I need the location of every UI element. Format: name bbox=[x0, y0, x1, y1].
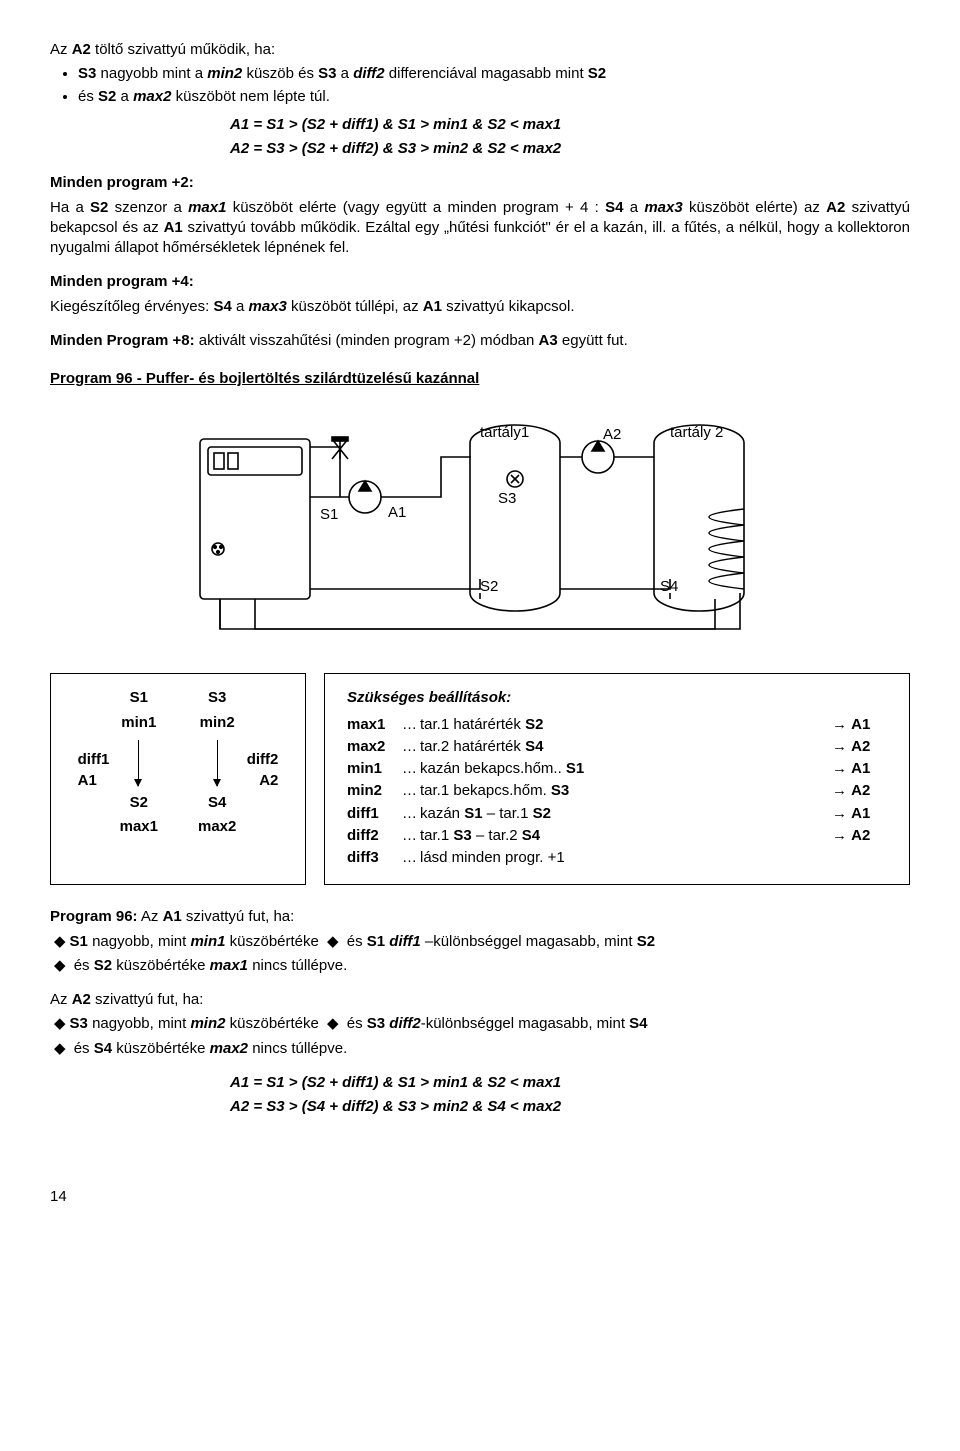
svg-text:A1: A1 bbox=[388, 504, 406, 521]
arrow-col-2: S3 min2 diff2 A2 S4 max2 bbox=[198, 688, 236, 870]
settings-row: max2…tar.2 határérték S4→ A2 bbox=[347, 737, 887, 757]
prog96-a1-line1: ◆S1 nagyobb, mint min1 küszöbértéke ◆ és… bbox=[50, 932, 910, 952]
label: S4 bbox=[208, 793, 226, 813]
equation-2: A2 = S3 > (S2 + diff2) & S3 > min2 & S2 … bbox=[230, 139, 910, 159]
intro-line: Az A2 töltő szivattyú működik, ha: bbox=[50, 40, 910, 60]
label: S1 bbox=[130, 688, 148, 708]
settings-box: Szükséges beállítások: max1…tar.1 határé… bbox=[324, 673, 910, 885]
svg-text:S4: S4 bbox=[660, 578, 678, 595]
prog96-a1-heading: Program 96: Az A1 szivattyú fut, ha: bbox=[50, 907, 910, 927]
label: min2 bbox=[200, 713, 235, 733]
settings-row: min2…tar.1 bekapcs.hőm. S3→ A2 bbox=[347, 781, 887, 801]
label: S2 bbox=[130, 793, 148, 813]
svg-text:A2: A2 bbox=[603, 426, 621, 443]
label: S3 bbox=[208, 688, 226, 708]
equation-4: A2 = S3 > (S4 + diff2) & S3 > min2 & S4 … bbox=[230, 1097, 910, 1117]
svg-text:S3: S3 bbox=[498, 490, 516, 507]
settings-row: max1…tar.1 határérték S2→ A1 bbox=[347, 715, 887, 735]
svg-text:S1: S1 bbox=[320, 506, 338, 523]
svg-text:tartály 2: tartály 2 bbox=[670, 424, 723, 441]
label: min1 bbox=[121, 713, 156, 733]
settings-boxes: S1 min1 diff1 A1 S2 max1 S3 min2 diff2 A… bbox=[50, 673, 910, 885]
prog96-a2-line2: ◆ és S4 küszöbértéke max2 nincs túllépve… bbox=[50, 1039, 910, 1059]
label: A2 bbox=[247, 771, 279, 791]
svg-text:S2: S2 bbox=[480, 578, 498, 595]
label: diff2 bbox=[247, 750, 279, 770]
prog96-a1-line2: ◆ és S2 küszöbértéke max1 nincs túllépve… bbox=[50, 956, 910, 976]
arrow-down-icon bbox=[217, 740, 218, 786]
bullet-2: és S2 a max2 küszöböt nem lépte túl. bbox=[78, 87, 910, 107]
prog-plus2-body: Ha a S2 szenzor a max1 küszöböt elérte (… bbox=[50, 198, 910, 259]
label: max2 bbox=[198, 817, 236, 837]
prog-plus2-heading: Minden program +2: bbox=[50, 173, 910, 193]
prog96-a2-line1: ◆S3 nagyobb, mint min2 küszöbértéke ◆ és… bbox=[50, 1014, 910, 1034]
prog-plus4-body: Kiegészítőleg érvényes: S4 a max3 küszöb… bbox=[50, 297, 910, 317]
arrow-box: S1 min1 diff1 A1 S2 max1 S3 min2 diff2 A… bbox=[50, 673, 306, 885]
settings-row: min1…kazán bekapcs.hőm.. S1→ A1 bbox=[347, 759, 887, 779]
label: max1 bbox=[120, 817, 158, 837]
label: A1 bbox=[78, 771, 110, 791]
settings-row: diff2…tar.1 S3 – tar.2 S4→ A2 bbox=[347, 826, 887, 846]
settings-row: diff3…lásd minden progr. +1 bbox=[347, 848, 887, 868]
prog-plus8: Minden Program +8: aktivált visszahűtési… bbox=[50, 331, 910, 351]
bullet-1: S3 nagyobb mint a min2 küszöb és S3 a di… bbox=[78, 64, 910, 84]
svg-text:tartály1: tartály1 bbox=[480, 424, 529, 441]
equation-3: A1 = S1 > (S2 + diff1) & S1 > min1 & S2 … bbox=[230, 1073, 910, 1093]
intro-bullets: S3 nagyobb mint a min2 küszöb és S3 a di… bbox=[50, 64, 910, 107]
prog-plus4-heading: Minden program +4: bbox=[50, 272, 910, 292]
arrow-down-icon bbox=[138, 740, 139, 786]
label: diff1 bbox=[78, 750, 110, 770]
settings-heading: Szükséges beállítások: bbox=[347, 688, 887, 708]
settings-row: diff1…kazán S1 – tar.1 S2→ A1 bbox=[347, 804, 887, 824]
page-number: 14 bbox=[50, 1187, 910, 1207]
equation-1: A1 = S1 > (S2 + diff1) & S1 > min1 & S2 … bbox=[230, 115, 910, 135]
hydraulic-diagram: S1 A1 tartály1 S3 S2 A2 tartály 2 S4 bbox=[160, 399, 800, 659]
program-96-title: Program 96 - Puffer- és bojlertöltés szi… bbox=[50, 369, 910, 389]
arrow-col-1: S1 min1 diff1 A1 S2 max1 bbox=[120, 688, 158, 870]
prog96-a2-heading: Az A2 szivattyú fut, ha: bbox=[50, 990, 910, 1010]
